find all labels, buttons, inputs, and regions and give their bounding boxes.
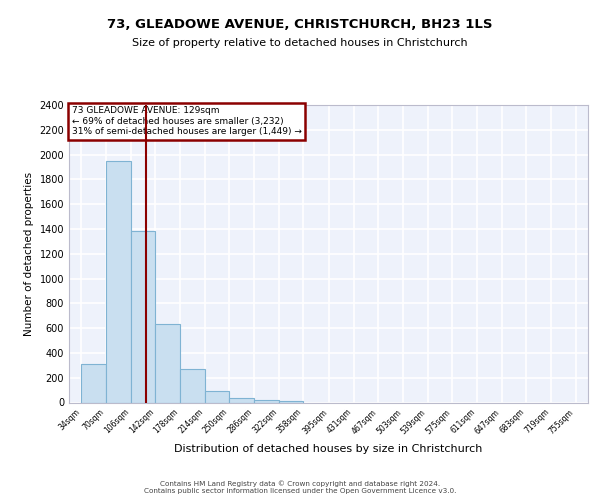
X-axis label: Distribution of detached houses by size in Christchurch: Distribution of detached houses by size …	[175, 444, 482, 454]
Y-axis label: Number of detached properties: Number of detached properties	[24, 172, 34, 336]
Bar	[229, 398, 254, 402]
Bar	[131, 232, 155, 402]
Text: 73, GLEADOWE AVENUE, CHRISTCHURCH, BH23 1LS: 73, GLEADOWE AVENUE, CHRISTCHURCH, BH23 …	[107, 18, 493, 30]
Bar	[205, 392, 229, 402]
Bar	[82, 364, 106, 403]
Bar	[155, 324, 180, 402]
Bar	[279, 400, 304, 402]
Text: Size of property relative to detached houses in Christchurch: Size of property relative to detached ho…	[132, 38, 468, 48]
Bar	[106, 161, 131, 402]
Text: 73 GLEADOWE AVENUE: 129sqm
← 69% of detached houses are smaller (3,232)
31% of s: 73 GLEADOWE AVENUE: 129sqm ← 69% of deta…	[71, 106, 301, 136]
Bar	[180, 369, 205, 402]
Text: Contains HM Land Registry data © Crown copyright and database right 2024.
Contai: Contains HM Land Registry data © Crown c…	[144, 480, 456, 494]
Bar	[254, 400, 279, 402]
